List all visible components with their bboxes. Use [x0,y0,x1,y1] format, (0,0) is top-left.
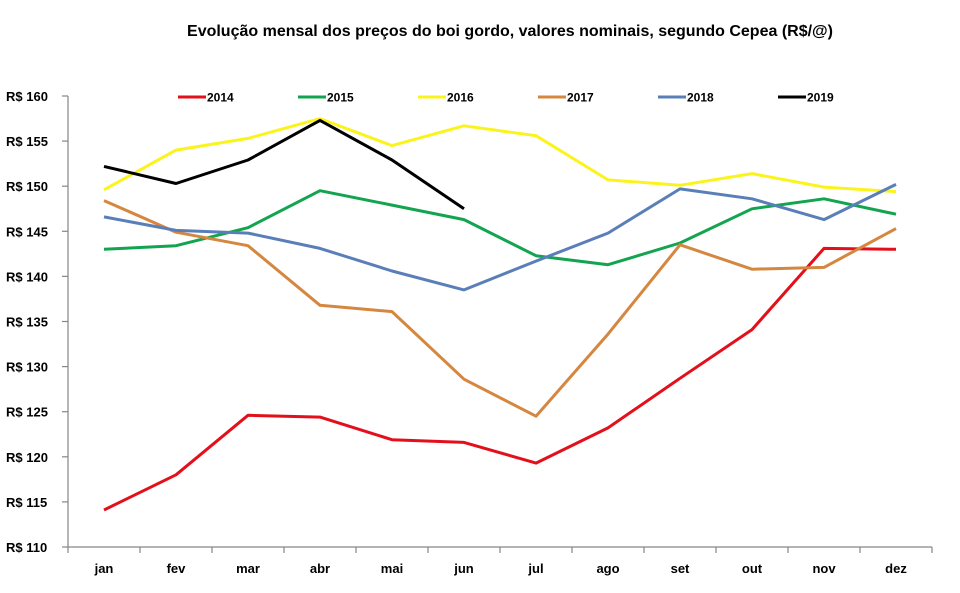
x-tick-label: mar [236,561,260,576]
x-tick-label: fev [167,561,187,576]
legend-label: 2016 [447,91,474,105]
y-tick-label: R$ 140 [6,269,48,284]
y-tick-label: R$ 145 [6,224,48,239]
series-line-2019 [103,118,465,211]
y-tick-label: R$ 115 [6,495,47,510]
legend-label: 2017 [567,91,594,105]
legend-item-2019: 2019 [778,91,834,105]
x-axis: jan fev mar abr mai jun jul ago set out nov dez [67,546,933,576]
legend-item-2014: 2014 [178,91,234,105]
legend-label: 2019 [807,91,834,105]
y-tick-label: R$ 150 [6,179,48,194]
legend-item-2018: 2018 [658,91,714,105]
y-tick-label: R$ 160 [6,89,48,104]
chart-title: Evolução mensal dos preços do boi gordo,… [187,23,833,40]
legend: 2014 2015 2016 2017 2018 2019 [178,91,834,105]
x-tick-label: mai [381,561,403,576]
x-tick-label: out [742,561,763,576]
x-tick-label: abr [310,561,330,576]
y-tick-label: R$ 135 [6,315,48,330]
x-tick-label: jul [527,561,543,576]
legend-item-2015: 2015 [298,91,354,105]
legend-label: 2018 [687,91,714,105]
y-tick-label: R$ 120 [6,450,48,465]
x-tick-label: ago [596,561,619,576]
x-tick-label: jun [453,561,474,576]
legend-label: 2015 [327,91,354,105]
legend-item-2016: 2016 [418,91,474,105]
legend-label: 2014 [207,91,234,105]
series-line-2017 [103,199,897,418]
x-tick-label: set [671,561,690,576]
x-tick-label: nov [812,561,836,576]
y-tick-label: R$ 110 [6,540,47,555]
series-line-2016 [103,117,897,194]
legend-item-2017: 2017 [538,91,594,105]
series-line-2014 [103,246,897,512]
y-axis: R$ 110 R$ 115 R$ 120 R$ 125 R$ 130 R$ 135 R$ 1… [6,89,69,555]
y-tick-label: R$ 155 [6,134,48,149]
y-tick-label: R$ 125 [6,405,48,420]
series-group [103,117,897,512]
x-tick-label: jan [94,561,114,576]
series-line-2018 [103,183,897,292]
series-line-2015 [103,189,897,267]
y-tick-label: R$ 130 [6,360,48,375]
x-tick-label: dez [885,561,907,576]
